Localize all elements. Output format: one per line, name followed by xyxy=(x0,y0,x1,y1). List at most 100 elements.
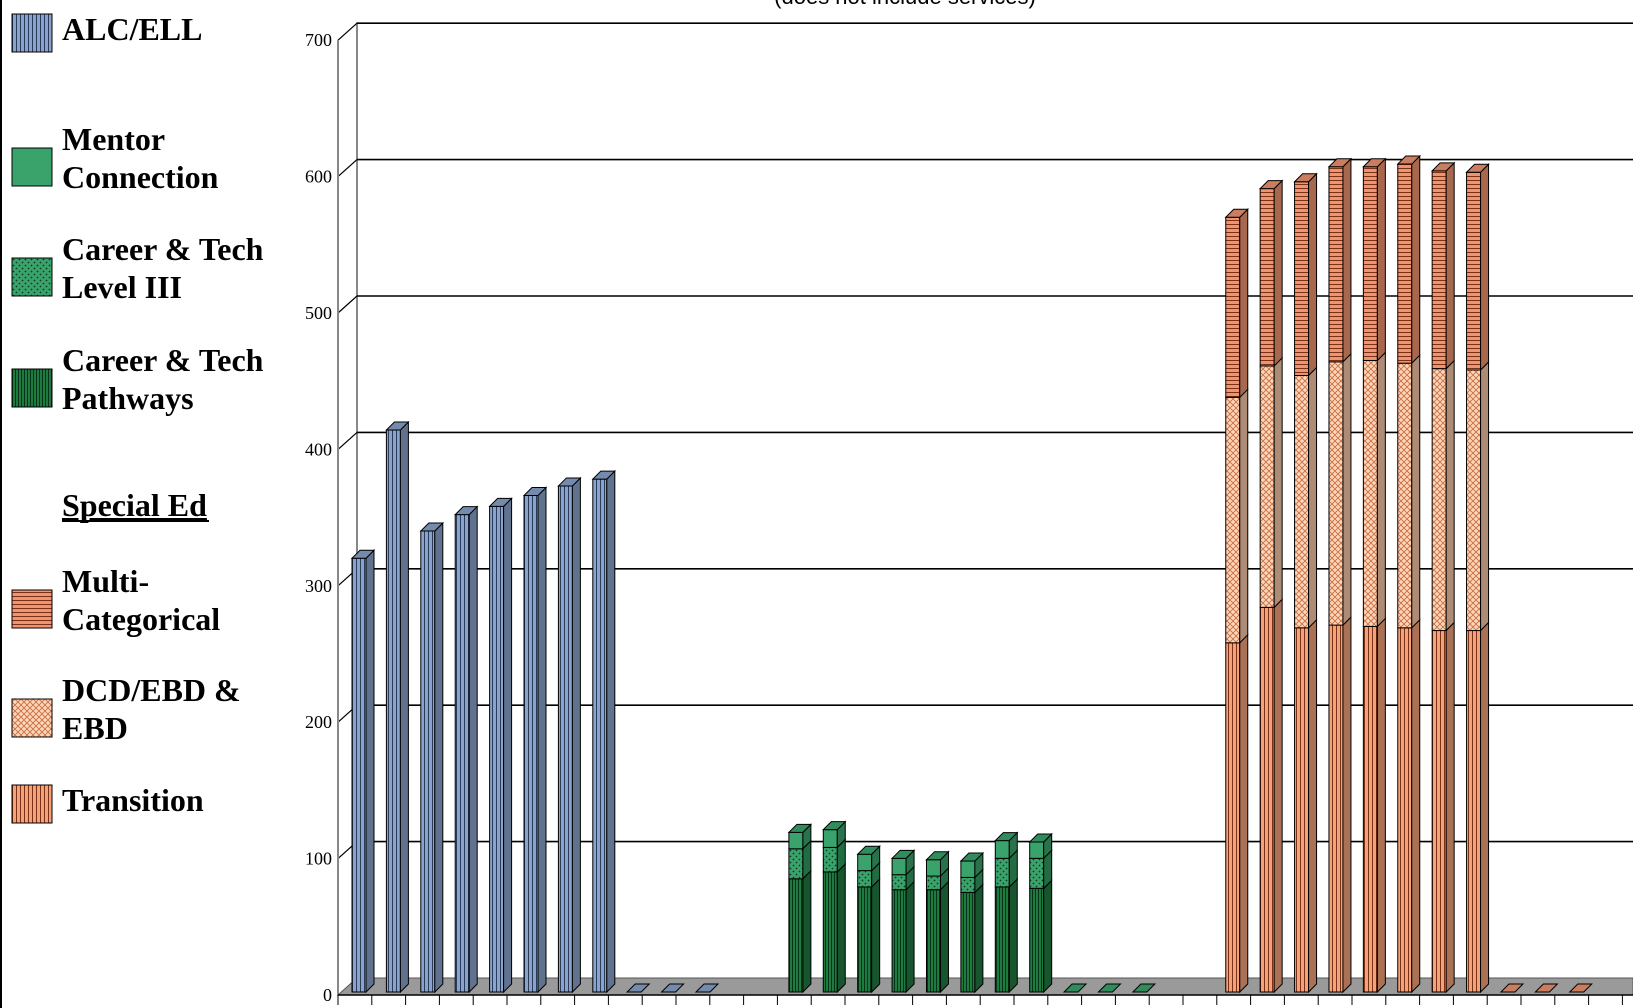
bar-segment-dcd xyxy=(1362,359,1378,627)
bar-segment-dcd xyxy=(1225,396,1241,644)
bar-zero-mentor xyxy=(1131,983,1157,993)
bar-segment-alc xyxy=(592,478,608,993)
bar-side-ctp xyxy=(974,883,984,994)
bar-top-mentor xyxy=(822,821,847,831)
bar-segment-ctp xyxy=(822,871,838,993)
bar-top-alc xyxy=(522,487,548,497)
bar-segment-dcd xyxy=(1294,374,1310,629)
bar-segment-dcd xyxy=(1397,362,1413,629)
bar-side-trans xyxy=(1445,621,1455,994)
bar-segment-trans xyxy=(1431,630,1447,993)
bar-segment-ctp xyxy=(857,886,873,993)
bar-segment-alc xyxy=(351,557,367,993)
bar-segment-ct3 xyxy=(925,875,941,891)
bar-side-alc xyxy=(365,549,375,994)
legend-label-dcd: DCD/EBD & xyxy=(62,672,241,708)
bar-top-mentor xyxy=(787,823,813,833)
bar-segment-alc xyxy=(523,495,539,993)
bar-top-multi xyxy=(1258,180,1284,190)
plot-area: 0 100 200 300 400 500 600 700 xyxy=(305,22,1633,1005)
bar-side-multi xyxy=(1376,157,1386,362)
bar-side-trans xyxy=(1273,598,1283,994)
bar-segment-dcd xyxy=(1431,368,1447,632)
bar-top-mentor xyxy=(959,852,985,862)
bar-side-alc xyxy=(503,497,513,994)
legend-label-ctp: Career & Tech xyxy=(62,342,264,378)
bar-segment-multi xyxy=(1328,166,1344,363)
bar-segment-multi xyxy=(1294,181,1310,376)
bar-segment-ctp xyxy=(994,886,1010,993)
bar-side-trans xyxy=(1308,618,1318,994)
bar-side-trans xyxy=(1411,618,1421,994)
bar-side-dcd xyxy=(1376,351,1386,628)
bar-side-multi xyxy=(1239,208,1249,399)
bar-side-multi xyxy=(1445,161,1455,370)
bar-side-trans xyxy=(1342,615,1352,994)
bar-side-dcd xyxy=(1445,359,1455,632)
gridline-diagonal xyxy=(337,159,358,178)
bar-zero-mentor xyxy=(1097,983,1122,993)
bar-segment-alc xyxy=(489,505,505,993)
bar-zero-multi xyxy=(1499,983,1525,993)
bar-segment-trans xyxy=(1225,642,1241,993)
bar-top-alc xyxy=(350,549,376,559)
bar-top-multi xyxy=(1293,173,1318,183)
legend-label-multi: Multi- xyxy=(62,563,149,599)
bar-segment-multi xyxy=(1466,171,1482,371)
legend-swatch-ct3 xyxy=(11,257,53,297)
bar-side-alc xyxy=(468,505,478,994)
legend-swatch-alc xyxy=(11,13,53,53)
legend-label-mentor: Connection xyxy=(62,159,219,195)
bar-segment-ct3 xyxy=(891,874,907,891)
bar-top-mentor xyxy=(925,851,950,861)
bar-side-ctp xyxy=(1043,879,1053,994)
bar-segment-trans xyxy=(1466,630,1482,993)
bar-side-dcd xyxy=(1480,360,1490,632)
bar-segment-ctp xyxy=(1029,887,1045,993)
bar-side-trans xyxy=(1480,621,1490,994)
bar-segment-dcd xyxy=(1259,365,1275,608)
y-tick-label: 500 xyxy=(305,303,332,323)
bar-side-alc xyxy=(399,420,409,994)
bar-side-trans xyxy=(1239,633,1249,994)
legend-label-multi: Categorical xyxy=(62,601,220,637)
bar-segment-trans xyxy=(1397,627,1413,993)
bar-top-alc xyxy=(419,522,445,532)
bar-side-ctp xyxy=(1008,877,1018,994)
legend-swatch-multi xyxy=(11,589,53,629)
bar-side-dcd xyxy=(1411,353,1421,630)
bar-segment-mentor xyxy=(857,853,873,872)
bar-top-alc xyxy=(453,506,479,516)
legend-label-ctp: Pathways xyxy=(62,380,194,416)
legend-label-alc: ALC/ELL xyxy=(62,11,202,47)
bar-side-trans xyxy=(1376,617,1386,994)
bar-zero-multi xyxy=(1568,983,1593,993)
bar-segment-trans xyxy=(1362,625,1378,993)
y-tick-label: 700 xyxy=(305,30,332,50)
y-tick-label: 100 xyxy=(305,849,332,869)
bar-segment-ctp xyxy=(788,878,804,993)
bar-top-mentor xyxy=(994,832,1019,842)
legend-swatch-ctp xyxy=(11,368,53,408)
bar-segment-alc xyxy=(454,514,470,993)
bar-top-multi xyxy=(1327,158,1353,168)
bar-segment-mentor xyxy=(960,860,976,878)
bar-top-mentor xyxy=(890,849,916,859)
bar-top-mentor xyxy=(1028,833,1053,843)
bar-segment-mentor xyxy=(1029,841,1045,859)
bar-side-multi xyxy=(1308,172,1318,377)
bar-side-alc xyxy=(434,521,444,994)
bar-top-mentor xyxy=(856,845,881,855)
bar-side-dcd xyxy=(1273,356,1283,609)
bar-zero-mentor xyxy=(1062,983,1088,993)
bar-top-alc xyxy=(385,421,410,431)
bar-segment-multi xyxy=(1431,170,1447,370)
bar-side-dcd xyxy=(1308,366,1318,630)
bar-top-multi xyxy=(1224,208,1249,218)
bar-side-ctp xyxy=(939,880,949,994)
legend-label-ct3: Level III xyxy=(62,269,182,305)
bar-segment-alc xyxy=(557,485,573,993)
bar-top-multi xyxy=(1396,155,1421,165)
gridline-diagonal xyxy=(337,431,358,450)
